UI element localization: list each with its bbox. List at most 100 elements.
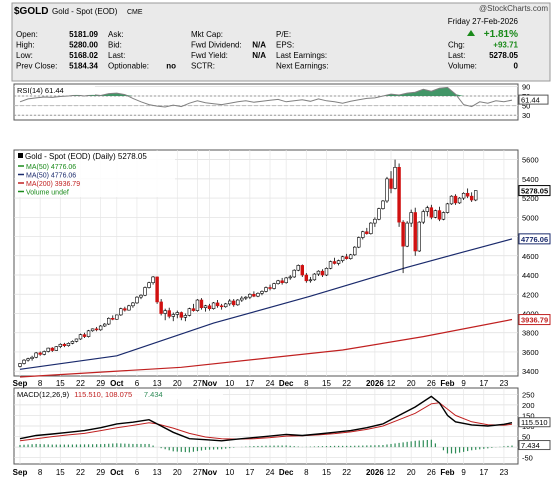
- symbol: $GOLD: [14, 6, 48, 17]
- candle-body: [465, 192, 470, 197]
- x-tick-label: 8: [304, 379, 309, 388]
- candle-body: [361, 231, 365, 238]
- x-tick-label: 15: [56, 379, 65, 388]
- y-tick-label: 3400: [522, 367, 539, 376]
- x-tick-label: 8: [38, 379, 43, 388]
- candle-body: [292, 269, 296, 278]
- x-tick-label: 22: [342, 379, 351, 388]
- macd-x-tick-label: 13: [153, 468, 162, 477]
- legend-entry: Volume undef: [26, 190, 69, 197]
- x-tick-label: Dec: [279, 379, 294, 388]
- candle-body: [167, 310, 171, 317]
- rsi-value-tag: [518, 94, 549, 105]
- exchange: CME: [127, 9, 143, 16]
- candle-body: [409, 212, 413, 224]
- macd-x-tick-label: 26: [427, 468, 436, 477]
- candle-body: [393, 167, 397, 189]
- price-panel: 3400360038004000420044004600480050005200…: [13, 149, 551, 378]
- candle-body: [183, 315, 188, 318]
- candle-body: [453, 195, 458, 204]
- macd-x-tick-label: 8: [38, 468, 43, 477]
- field-label: Fwd Yield:: [191, 51, 228, 60]
- macd-legend-entry: 115.510, 108.075: [74, 390, 132, 399]
- macd-x-tick-label: 29: [96, 468, 105, 477]
- candle-body: [264, 287, 268, 292]
- candle-body: [336, 260, 341, 264]
- candle-body: [50, 347, 54, 351]
- candle-body: [119, 308, 123, 316]
- candle-body: [369, 222, 373, 234]
- candle-body: [328, 261, 333, 269]
- y-tick-label: 90: [522, 82, 530, 91]
- field-label: Fwd Dividend:: [191, 41, 242, 50]
- field-label: Last:: [448, 51, 465, 60]
- candle-body: [445, 203, 450, 213]
- candle-body: [417, 221, 421, 252]
- legend-entry: MA(50) 4776.06: [26, 173, 76, 180]
- candle-body: [389, 178, 393, 189]
- candle-body: [312, 273, 317, 281]
- x-tick-label: 2026: [366, 379, 384, 388]
- legend-entry: MA(50) 4776.06: [26, 164, 76, 171]
- candle-body: [131, 302, 135, 307]
- candle-body: [433, 210, 438, 218]
- candle-body: [111, 317, 115, 320]
- candle-body: [461, 192, 466, 199]
- candle-body: [252, 293, 256, 297]
- up-arrow-icon: [467, 30, 475, 36]
- price-value-label: 4776.06: [521, 235, 548, 244]
- x-tick-label: 22: [76, 379, 85, 388]
- candle-body: [102, 323, 107, 327]
- candle-body: [308, 279, 313, 282]
- candle-body: [344, 256, 349, 259]
- candle-body: [70, 341, 75, 344]
- field-label: Last:: [108, 51, 125, 60]
- macd-signal-line: [19, 402, 513, 442]
- candle-body: [280, 280, 284, 284]
- field-label: P/E:: [276, 30, 291, 39]
- candle-body: [86, 330, 91, 337]
- x-tick-label: 9: [461, 379, 466, 388]
- candle-body: [171, 314, 175, 317]
- field-label: SCTR:: [191, 62, 215, 71]
- macd-x-tick-label: 6: [135, 468, 140, 477]
- macd-x-tick-label: Oct: [110, 468, 124, 477]
- field-label: Mkt Cap:: [191, 30, 223, 39]
- macd-x-tick-label: 15: [322, 468, 331, 477]
- y-tick-label: 4600: [522, 252, 539, 261]
- field-value: no: [166, 62, 176, 71]
- x-tick-label: 24: [266, 379, 275, 388]
- macd-x-tick-label: 12: [387, 468, 396, 477]
- x-tick-label: 26: [427, 379, 436, 388]
- candle-body: [127, 305, 131, 311]
- x-tick-label: 6: [135, 379, 140, 388]
- field-label: Optionable:: [108, 62, 149, 71]
- instrument-name: Gold - Spot (EOD): [52, 7, 118, 16]
- x-tick-label: 20: [407, 379, 416, 388]
- ma50-line: [19, 238, 513, 370]
- macd-x-tick-label: 8: [304, 468, 309, 477]
- candle-body: [340, 256, 345, 261]
- x-tick-label: Feb: [440, 379, 454, 388]
- candle-body: [26, 358, 30, 361]
- candle-body: [244, 296, 248, 299]
- candle-body: [179, 312, 184, 318]
- candle-body: [30, 356, 34, 359]
- x-tick-label: 20: [173, 379, 182, 388]
- y-tick-label: 5200: [522, 194, 539, 203]
- candle-body: [18, 363, 22, 367]
- candle-body: [22, 359, 26, 364]
- candle-body: [115, 314, 119, 320]
- candle-body: [143, 287, 147, 296]
- candle-body: [288, 276, 292, 279]
- legend-square-icon: [18, 153, 23, 158]
- candle-body: [353, 246, 357, 256]
- candle-body: [58, 343, 63, 347]
- macd-x-tick-label: 2026: [366, 468, 384, 477]
- candle-body: [34, 352, 38, 358]
- x-tick-label: 23: [499, 379, 508, 388]
- candle-body: [232, 300, 236, 306]
- field-label: Chg:: [448, 41, 465, 50]
